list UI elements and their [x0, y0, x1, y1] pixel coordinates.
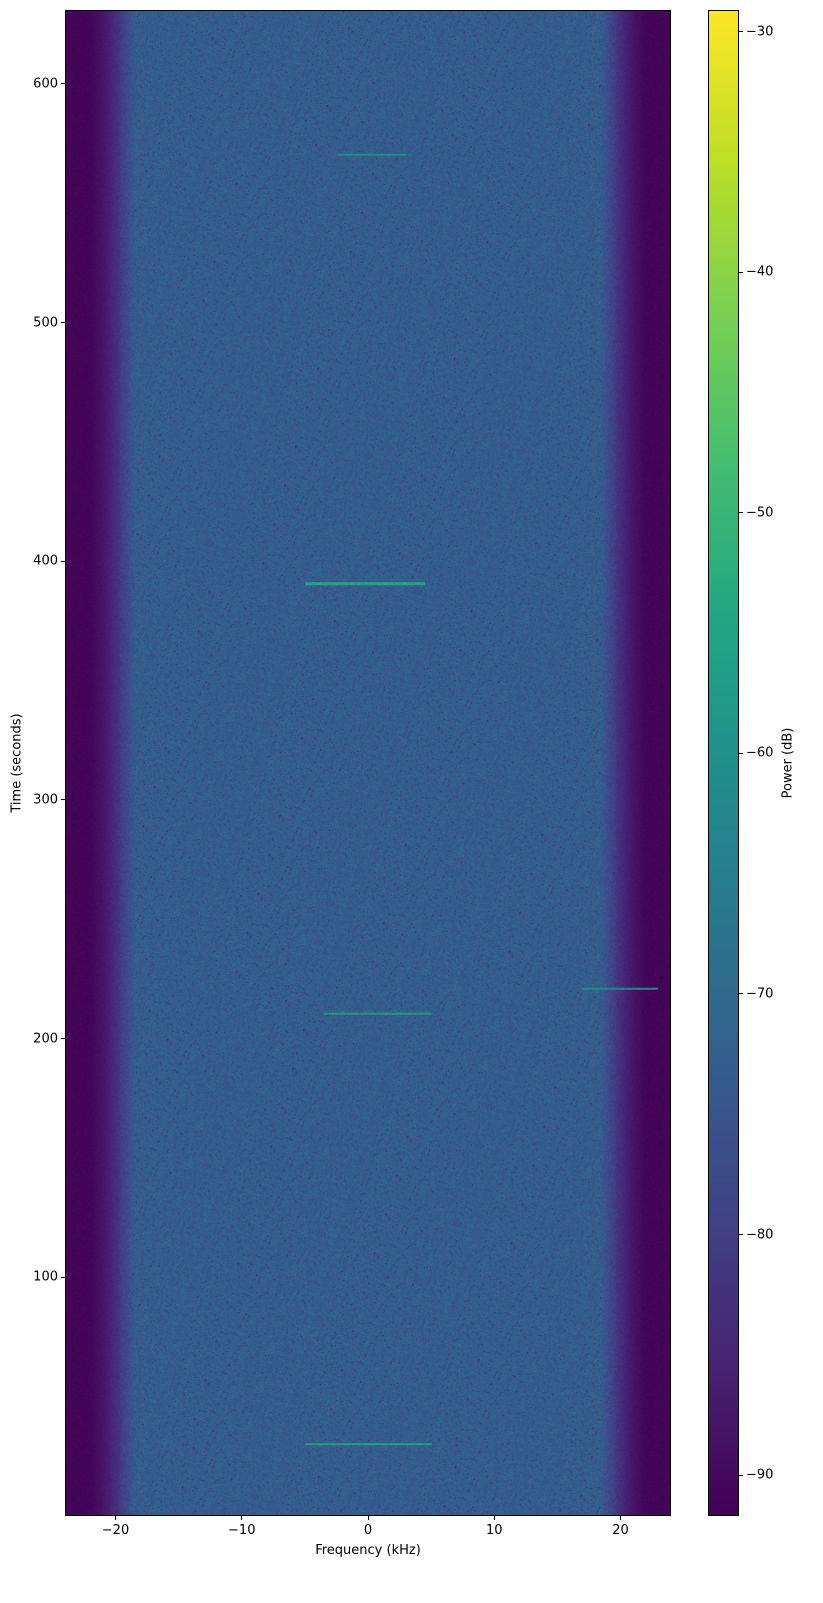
colorbar-tick-mark [739, 512, 743, 514]
y-tick-mark [61, 322, 65, 324]
x-tick-label: 20 [612, 1523, 629, 1538]
x-tick-label: −20 [101, 1523, 130, 1538]
y-tick-label: 300 [33, 792, 58, 808]
colorbar-tick-label: −70 [746, 986, 774, 1002]
y-tick-label: 200 [33, 1031, 58, 1047]
y-tick-mark [61, 560, 65, 562]
x-tick-label: 10 [485, 1523, 503, 1538]
x-tick-mark [620, 1516, 621, 1520]
x-axis-label: Frequency (kHz) [315, 1543, 421, 1558]
y-axis-label: Time (seconds) [9, 713, 25, 813]
spectrogram-image [66, 11, 670, 1515]
x-tick-label: −10 [228, 1523, 256, 1538]
colorbar-tick-mark [739, 993, 743, 995]
y-tick-label: 100 [33, 1269, 58, 1285]
y-tick-label: 500 [33, 315, 58, 331]
colorbar [708, 10, 739, 1516]
y-tick-mark [61, 1276, 65, 1278]
colorbar-tick-mark [739, 31, 743, 33]
y-tick-label: 600 [33, 76, 58, 92]
x-tick-mark [241, 1516, 243, 1520]
colorbar-tick-label: −30 [746, 24, 774, 40]
y-tick-label: 400 [33, 553, 58, 569]
colorbar-tick-mark [739, 1234, 743, 1236]
colorbar-label: Power (dB) [780, 727, 796, 799]
colorbar-gradient [709, 11, 738, 1515]
x-tick-mark [493, 1516, 495, 1520]
y-tick-mark [61, 83, 65, 85]
y-tick-mark [61, 799, 65, 801]
colorbar-tick-label: −90 [746, 1467, 774, 1483]
colorbar-tick-mark [739, 271, 743, 273]
colorbar-tick-label: −80 [746, 1227, 774, 1243]
x-tick-mark [367, 1516, 369, 1520]
colorbar-tick-label: −50 [746, 505, 774, 521]
colorbar-tick-label: −40 [746, 264, 774, 280]
colorbar-tick-mark [739, 1474, 743, 1476]
x-tick-label: 0 [363, 1523, 373, 1538]
y-tick-mark [61, 1038, 65, 1040]
x-tick-mark [115, 1516, 116, 1520]
colorbar-tick-label: −60 [746, 745, 774, 761]
spectrogram-plot-area [65, 10, 671, 1516]
colorbar-tick-mark [739, 752, 743, 754]
